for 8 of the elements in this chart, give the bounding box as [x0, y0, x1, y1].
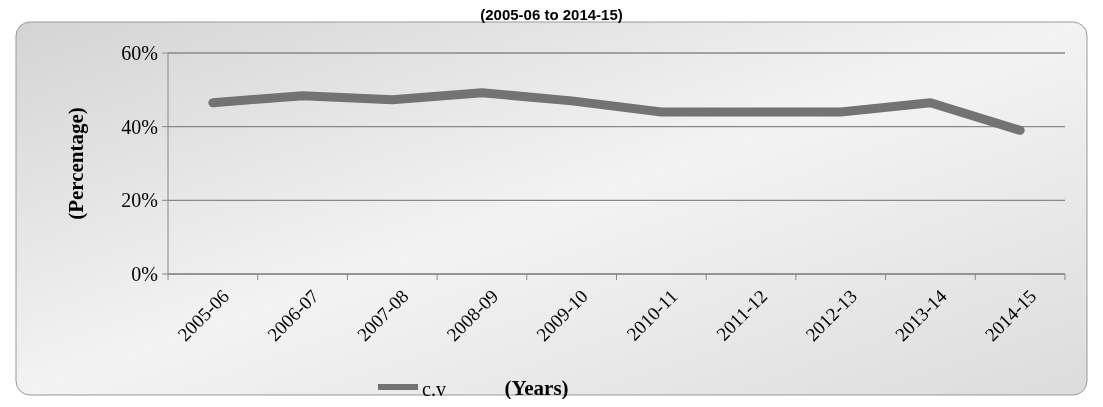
y-tick-label: 60% [121, 42, 158, 64]
y-tick-label: 0% [131, 263, 158, 285]
y-tick-label: 40% [121, 115, 158, 138]
y-axis-title: (Percentage) [64, 107, 88, 220]
x-axis-title: (Years) [504, 376, 569, 400]
legend-label: c.v [422, 378, 446, 400]
y-tick-label: 20% [121, 189, 158, 212]
chart-title: (2005-06 to 2014-15) [480, 6, 623, 23]
